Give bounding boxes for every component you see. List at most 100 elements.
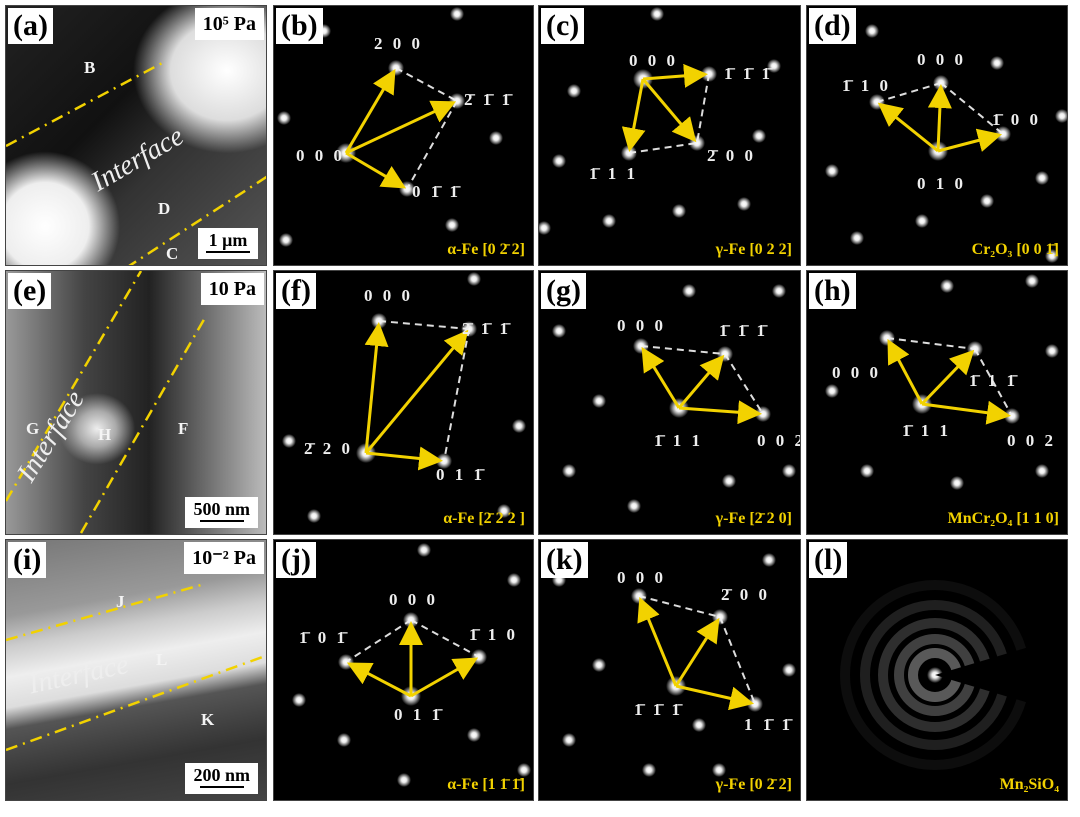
dashed-line — [443, 328, 470, 462]
diffraction-spot — [950, 476, 964, 490]
panel-b: 0 0 0 2 0 0 2̄ 1̄ 1̄ 0 1̄ 1̄ α-Fe [0 2̄ 2] (b… — [273, 5, 534, 266]
diffraction-spot — [567, 84, 581, 98]
reciprocal-vector-arrow — [937, 128, 1003, 153]
spot-index-label: 1̄ 1̄ 1̄ — [724, 64, 773, 83]
diffraction-spot — [307, 509, 321, 523]
region-label: J — [116, 592, 125, 611]
spot-index-label: 2̄ 1̄ 1̄ — [462, 319, 511, 338]
pressure-label: 10⁻² Pa — [184, 542, 264, 574]
region-label: D — [158, 199, 171, 218]
scale-bar-line — [199, 786, 244, 788]
panel-tag: (k) — [541, 542, 588, 578]
zone-axis-caption: Mn₂SiO₄ — [999, 776, 1059, 793]
region-label: C — [166, 244, 179, 263]
scale-bar-label: 500 nm — [193, 499, 250, 519]
diffraction-spot — [337, 733, 351, 747]
region-label: L — [156, 650, 168, 669]
diffraction-spot — [1035, 171, 1049, 185]
spot-index-label: 0 0 0 — [296, 146, 345, 165]
panel-tag: (i) — [8, 542, 47, 578]
diffraction-spot — [627, 499, 641, 513]
zone-axis-caption: MnCr₂O₄ [1 1 0] — [947, 510, 1059, 527]
spot-index-label: 1̄ 1 1 — [902, 421, 951, 440]
spot-index-label: 0 1 0 — [917, 174, 966, 193]
panel-graphic — [539, 7, 781, 235]
diffraction-spot — [1055, 109, 1067, 123]
diffraction-spot — [825, 384, 839, 398]
spot-index-label: 1̄ 1 0 — [842, 76, 891, 95]
spot-index-label: 1̄ 1̄ 1̄ — [719, 321, 768, 340]
reciprocal-vector-arrow — [641, 78, 697, 143]
dashed-line — [638, 595, 721, 618]
scale-bar-label: 200 nm — [193, 765, 250, 785]
panel-f: 0 0 0 2̄ 1̄ 1̄ 2̄ 2 0 0 1 1̄ α-Fe [2̄ 2 2 ] (… — [273, 270, 534, 535]
panel-l: Mn₂SiO₄ (l) — [806, 539, 1068, 801]
diffraction-spot — [592, 658, 606, 672]
pressure-label: 10 Pa — [200, 273, 264, 305]
diffraction-spot — [445, 218, 459, 232]
panel-graphic — [825, 274, 1059, 490]
reciprocal-vector-arrow — [346, 662, 412, 698]
interface-boundary-line — [128, 175, 266, 265]
diffraction-spot — [467, 272, 481, 286]
zone-axis-caption: Cr₂O₃ [0 0 1̄] — [971, 241, 1059, 258]
spot-index-label: 0 0 0 — [832, 363, 881, 382]
reciprocal-vector-arrow — [364, 321, 389, 454]
diffraction-spot — [672, 204, 686, 218]
scale-bar-label: 1 μm — [208, 230, 248, 250]
diffraction-spot — [512, 419, 526, 433]
reciprocal-vector-arrow — [678, 400, 763, 425]
panel-tag: (h) — [809, 273, 856, 309]
reciprocal-vector-arrow — [674, 617, 720, 687]
scale-bar: 500 nm — [185, 497, 258, 528]
panel-graphic — [282, 272, 526, 523]
reciprocal-vector-arrow — [642, 63, 709, 88]
diffraction-spot — [417, 543, 431, 557]
panel-tag: (l) — [809, 542, 848, 578]
reciprocal-vector-arrow — [675, 684, 755, 711]
diffraction-spot — [915, 214, 929, 228]
zone-axis-caption: γ-Fe [0 2 2] — [715, 241, 792, 258]
scale-bar-line — [199, 520, 244, 522]
indexed-spot — [712, 609, 728, 625]
diffraction-spot — [562, 733, 576, 747]
dashed-line — [719, 616, 756, 705]
panel-tag: (j) — [276, 542, 316, 578]
diffraction-spot — [940, 279, 954, 293]
indexed-spot — [631, 588, 647, 604]
reciprocal-vector-arrow — [345, 100, 457, 155]
reciprocal-vector-arrow — [344, 68, 396, 154]
diffraction-spot — [277, 111, 291, 125]
panel-graphic — [840, 580, 1067, 770]
panel-tag: (a) — [8, 8, 53, 44]
spot-index-label: 1̄ 0 0 — [992, 110, 1041, 129]
reciprocal-vector-arrow — [637, 596, 678, 687]
diffraction-spot — [592, 394, 606, 408]
zone-axis-caption: γ-Fe [0 2̄ 2] — [715, 776, 792, 793]
diffraction-spot — [1035, 464, 1049, 478]
reciprocal-vector-arrow — [927, 83, 952, 152]
diffraction-spot — [497, 504, 511, 518]
dashed-line — [886, 337, 976, 350]
spot-index-label: 2̄ 0 0 — [707, 146, 756, 165]
beam-stopper — [935, 635, 1067, 715]
diffraction-spot — [539, 221, 551, 235]
interface-boundary-line — [79, 315, 208, 534]
diffraction-spot — [552, 324, 566, 338]
diffraction-spot — [682, 284, 696, 298]
diffraction-spot — [1025, 274, 1039, 288]
panel-tag: (b) — [276, 8, 323, 44]
dashed-line — [628, 142, 698, 154]
diffraction-spot — [279, 233, 293, 247]
diffraction-spot — [980, 194, 994, 208]
panel-graphic — [6, 271, 208, 534]
scale-bar: 200 nm — [185, 763, 258, 794]
spot-index-label: 2 0 0 — [374, 34, 423, 53]
diffraction-spot — [850, 231, 864, 245]
panel-graphic — [552, 284, 796, 513]
spot-index-label: 0 0 0 — [389, 590, 438, 609]
panel-tag: (g) — [541, 273, 586, 309]
indexed-spot — [471, 649, 487, 665]
region-label: F — [178, 419, 189, 438]
diffraction-spot — [772, 284, 786, 298]
